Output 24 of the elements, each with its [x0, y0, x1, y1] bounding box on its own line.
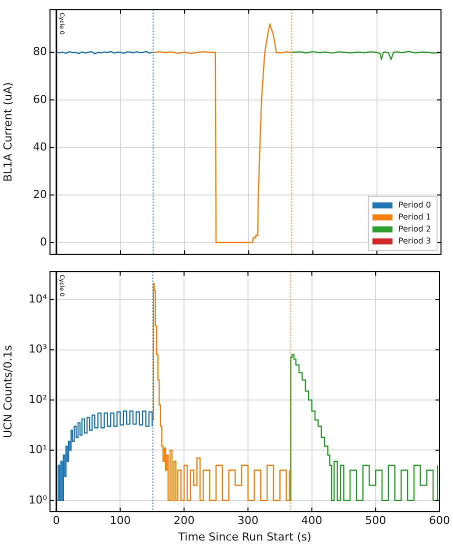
legend-label: Period 3	[398, 236, 431, 246]
y-tick-label: 10²	[28, 392, 47, 406]
x-tick-label: 300	[237, 514, 258, 528]
y-tick-label: 20	[33, 188, 47, 201]
legend-label: Period 1	[398, 212, 431, 222]
y-tick-label: 40	[33, 140, 47, 154]
y-tick-label: 10¹	[28, 443, 47, 456]
legend-label: Period 0	[398, 200, 431, 210]
y-tick-label: 60	[33, 92, 47, 106]
y-axis-title: BL1A Current (uA)	[1, 82, 14, 182]
x-tick-label: 600	[429, 514, 450, 528]
y-tick-label: 10³	[28, 342, 47, 356]
x-tick-label: 400	[301, 514, 322, 528]
x-tick-label: 0	[52, 514, 60, 528]
y-tick-label: 10⁴	[28, 292, 48, 306]
y-tick-label: 10⁰	[28, 493, 48, 506]
y-tick-label: 80	[33, 45, 47, 58]
x-tick-label: 100	[110, 514, 131, 528]
legend-label: Period 2	[398, 224, 431, 234]
x-tick-label: 200	[174, 514, 195, 528]
y-axis-title: UCN Counts/0.1s	[1, 344, 14, 438]
x-tick-label: 500	[365, 514, 386, 528]
x-axis-title: Time Since Run Start (s)	[177, 530, 312, 544]
y-tick-label: 0	[40, 235, 47, 248]
